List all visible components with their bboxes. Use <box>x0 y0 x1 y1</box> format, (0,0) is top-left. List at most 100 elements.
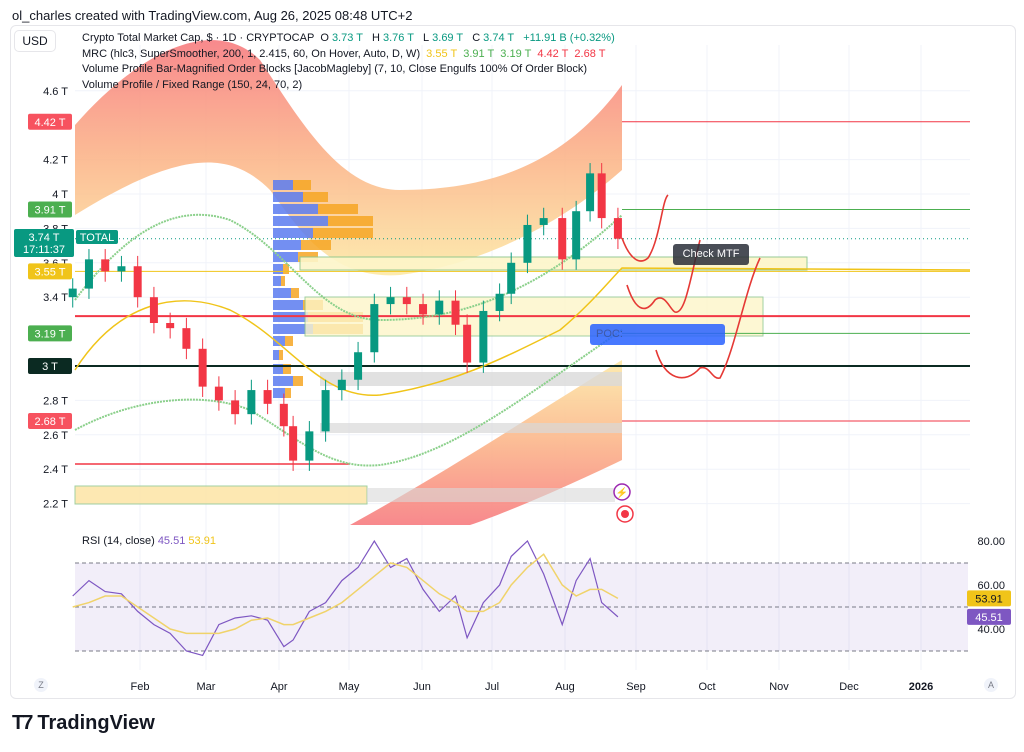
candles <box>68 163 622 471</box>
candle <box>182 328 191 349</box>
volume-profile-bar <box>273 364 283 374</box>
rsi-line <box>72 539 619 657</box>
candle <box>214 386 223 401</box>
volume-profile-bar <box>273 288 291 298</box>
volume-profile-bar <box>301 240 331 250</box>
countdown-label: 17:11:37 <box>23 244 65 256</box>
volume-profile-bar <box>273 252 298 262</box>
rsi-value-badge-label: 53.91 <box>975 593 1003 605</box>
price-badge <box>28 201 72 218</box>
tradingview-logo[interactable]: T7 TradingView <box>12 712 155 735</box>
ohlc-open: O 3.73 T <box>320 32 363 44</box>
mrc-value: 4.42 T <box>537 47 569 60</box>
price-badge <box>28 113 72 130</box>
auto-scale-button[interactable]: A <box>984 678 998 692</box>
candle <box>289 426 298 461</box>
rsi-value-badge-label: 45.51 <box>975 612 1003 624</box>
price-badge <box>28 413 72 430</box>
volume-profile-bar <box>293 180 311 190</box>
ohlc-high: H 3.76 T <box>372 32 414 44</box>
month-label: Oct <box>698 681 715 693</box>
volume-profile-bar <box>291 288 299 298</box>
last-price-label: 3.74 T <box>29 232 60 244</box>
rsi-ma-value: 53.91 <box>188 535 216 547</box>
volume-profile-bar <box>273 376 293 386</box>
chart-frame <box>10 25 1016 699</box>
volume-profile-bar <box>293 376 303 386</box>
legend-ob-row[interactable]: Volume Profile Bar-Magnified Order Block… <box>82 63 588 75</box>
price-badge-label: 3.91 T <box>35 204 66 216</box>
rsi-tick-label: 60.00 <box>977 580 1005 592</box>
candle <box>495 293 504 311</box>
candle <box>279 403 288 427</box>
volume-profile-bar <box>273 336 285 346</box>
tradingview-logo-text: TradingView <box>37 712 155 734</box>
candle <box>166 323 175 329</box>
rsi-value: 45.51 <box>157 535 186 547</box>
candle <box>507 262 516 294</box>
volume-profile-bar <box>279 350 283 360</box>
order-block-zone <box>367 488 615 502</box>
event-icon[interactable] <box>613 483 631 501</box>
volume-profile-bar <box>273 300 303 310</box>
us-flag-icon <box>621 510 629 518</box>
mrc-value: 2.68 T <box>574 47 606 60</box>
price-tick-label: 4 T <box>52 189 68 201</box>
zoom-reset-button[interactable]: Z <box>34 678 48 692</box>
candle <box>354 352 363 380</box>
rsi-legend[interactable]: RSI (14, close) 45.51 53.91 <box>82 535 216 547</box>
price-tick-label: 4.6 T <box>43 86 68 98</box>
volume-profile-bar <box>285 336 293 346</box>
volume-profile-bar <box>318 204 358 214</box>
rsi-title: RSI (14, close) <box>82 535 155 547</box>
price-badge-label: 3.19 T <box>35 328 66 340</box>
month-label: Mar <box>197 681 216 693</box>
price-badge-label: 2.68 T <box>35 416 66 428</box>
order-block-zone <box>74 485 368 505</box>
candle <box>101 259 110 272</box>
candle <box>231 400 240 415</box>
time-axis[interactable]: Feb Mar Apr May Jun Jul Aug Sep Oct Nov Dec 2026 <box>131 681 934 693</box>
poc-label[interactable]: POC: <box>590 324 725 345</box>
candle <box>572 211 581 260</box>
month-label: Feb <box>131 681 150 693</box>
mrc-lower-band <box>350 360 622 525</box>
order-block-zone <box>320 372 622 386</box>
symbol-tag-label: TOTAL <box>80 232 114 244</box>
price-badge-label: 4.42 T <box>35 117 66 129</box>
volume-profile-bar <box>285 388 291 398</box>
mrc-upper-band <box>75 40 622 276</box>
month-label: Sep <box>626 681 646 693</box>
lightning-icon: ⚡ <box>616 486 628 499</box>
candle <box>419 304 428 315</box>
rsi-ma-line <box>72 553 619 635</box>
ohlc-low: L 3.69 T <box>423 32 464 44</box>
month-label: May <box>339 681 360 693</box>
volume-profile-bar <box>303 192 328 202</box>
volume-profile-bar <box>273 204 318 214</box>
volume-profile-bar <box>328 216 373 226</box>
legend-vp-row[interactable]: Volume Profile / Fixed Range (150, 24, 7… <box>82 78 303 91</box>
chart-legend: Crypto Total Market Cap, $ · 1D · CRYPTO… <box>82 31 618 93</box>
symbol-tag <box>76 230 118 244</box>
month-label: Aug <box>555 681 575 693</box>
candle <box>523 224 532 263</box>
mrc-mean-line <box>74 267 971 396</box>
candle <box>463 324 472 363</box>
candle <box>451 300 460 325</box>
price-axis[interactable]: 4.6 T4.2 T4 T3.8 T3.6 T3.4 T2.8 T2.6 T2.… <box>43 86 68 511</box>
currency-button[interactable]: USD <box>14 30 56 52</box>
legend-symbol-row[interactable]: Crypto Total Market Cap, $ · 1D · CRYPTO… <box>82 31 618 47</box>
check-mtf-note[interactable]: Check MTF <box>673 244 749 265</box>
month-label: Nov <box>769 681 789 693</box>
volume-profile-bar <box>283 264 289 274</box>
volume-profile-bar <box>273 192 303 202</box>
legend-mrc-row[interactable]: MRC (hlc3, SuperSmoother, 200, 1, 2.415,… <box>82 47 618 63</box>
horizontal-levels <box>75 121 970 422</box>
rsi-tick-label: 40.00 <box>977 624 1005 636</box>
candle <box>305 431 314 461</box>
price-tick-label: 3.4 T <box>43 292 68 304</box>
price-badges: 4.42 T 3.91 T 3.55 T 3.19 T 3 T 2.68 T 3.74 T1… <box>14 113 118 430</box>
